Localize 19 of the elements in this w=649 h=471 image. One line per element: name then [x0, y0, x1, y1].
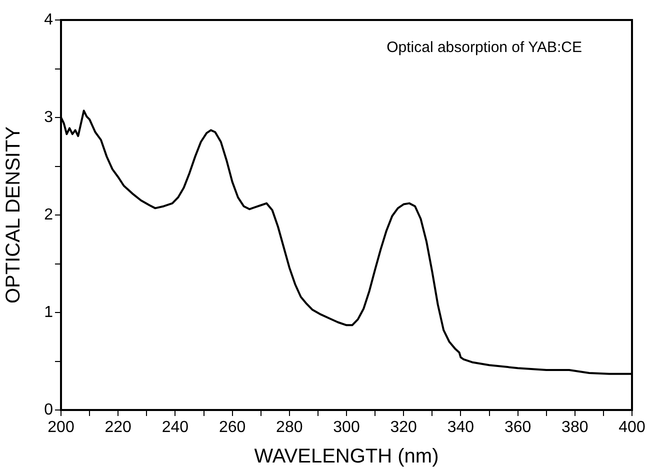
- x-tick-label: 320: [390, 419, 418, 436]
- y-tick-label: 1: [44, 304, 54, 321]
- annotation: Optical absorption of YAB:CE: [386, 39, 582, 56]
- x-tick-label: 280: [276, 419, 303, 436]
- y-tick-label: 4: [44, 11, 54, 28]
- x-tick-label: 380: [562, 419, 588, 436]
- y-tick-label: 0: [44, 401, 54, 418]
- x-tick-label: 220: [104, 419, 132, 436]
- y-tick-label: 2: [44, 206, 54, 224]
- y-axis-title: OPTICAL DENSITY: [2, 126, 25, 304]
- x-tick-label: 200: [48, 419, 74, 436]
- x-tick-label: 340: [447, 419, 474, 436]
- x-tick-label: 260: [218, 419, 246, 436]
- x-tick-label: 240: [162, 419, 189, 436]
- x-tick-label: 400: [618, 419, 646, 436]
- x-tick-label: 300: [333, 419, 360, 436]
- y-tick-label: 3: [44, 108, 54, 126]
- x-axis-title: WAVELENGTH (nm): [254, 446, 439, 468]
- x-tick-label: 360: [504, 419, 532, 436]
